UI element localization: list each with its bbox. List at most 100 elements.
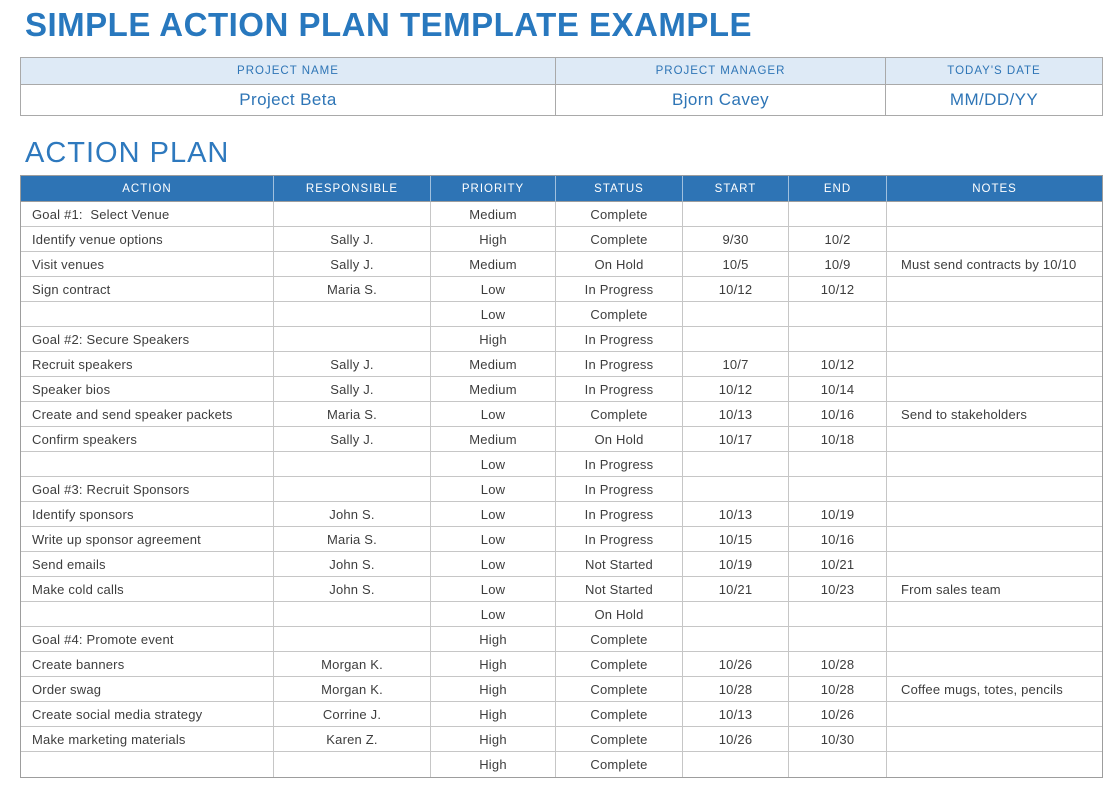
status-cell[interactable]: In Progress [556, 527, 683, 552]
priority-cell[interactable]: Medium [431, 352, 556, 377]
action-cell[interactable]: Goal #3: Recruit Sponsors [21, 477, 274, 502]
responsible-cell[interactable]: Maria S. [274, 277, 431, 302]
start-cell[interactable] [683, 202, 789, 227]
responsible-cell[interactable]: Sally J. [274, 252, 431, 277]
action-cell[interactable]: Send emails [21, 552, 274, 577]
end-cell[interactable]: 10/14 [789, 377, 887, 402]
start-cell[interactable]: 10/15 [683, 527, 789, 552]
responsible-cell[interactable] [274, 452, 431, 477]
responsible-cell[interactable] [274, 202, 431, 227]
notes-cell[interactable]: Send to stakeholders [887, 402, 1102, 427]
start-cell[interactable]: 10/17 [683, 427, 789, 452]
status-cell[interactable]: Complete [556, 727, 683, 752]
priority-cell[interactable]: Medium [431, 252, 556, 277]
end-cell[interactable] [789, 327, 887, 352]
end-cell[interactable]: 10/16 [789, 402, 887, 427]
notes-cell[interactable] [887, 227, 1102, 252]
status-cell[interactable]: Not Started [556, 577, 683, 602]
priority-cell[interactable]: High [431, 327, 556, 352]
notes-cell[interactable] [887, 552, 1102, 577]
priority-cell[interactable]: Low [431, 502, 556, 527]
notes-cell[interactable]: Must send contracts by 10/10 [887, 252, 1102, 277]
end-cell[interactable]: 10/21 [789, 552, 887, 577]
start-cell[interactable]: 10/12 [683, 377, 789, 402]
status-cell[interactable]: In Progress [556, 477, 683, 502]
end-cell[interactable] [789, 477, 887, 502]
priority-cell[interactable]: Low [431, 302, 556, 327]
action-cell[interactable]: Visit venues [21, 252, 274, 277]
start-cell[interactable] [683, 452, 789, 477]
status-cell[interactable]: On Hold [556, 602, 683, 627]
responsible-cell[interactable]: Maria S. [274, 402, 431, 427]
notes-cell[interactable] [887, 277, 1102, 302]
action-cell[interactable]: Speaker bios [21, 377, 274, 402]
action-cell[interactable]: Recruit speakers [21, 352, 274, 377]
end-cell[interactable] [789, 627, 887, 652]
responsible-cell[interactable]: Maria S. [274, 527, 431, 552]
priority-cell[interactable]: Low [431, 452, 556, 477]
priority-cell[interactable]: High [431, 627, 556, 652]
end-cell[interactable]: 10/23 [789, 577, 887, 602]
start-cell[interactable]: 10/19 [683, 552, 789, 577]
responsible-cell[interactable]: Morgan K. [274, 652, 431, 677]
responsible-cell[interactable]: John S. [274, 577, 431, 602]
start-cell[interactable] [683, 302, 789, 327]
priority-cell[interactable]: Low [431, 577, 556, 602]
responsible-cell[interactable]: Corrine J. [274, 702, 431, 727]
end-cell[interactable] [789, 452, 887, 477]
priority-cell[interactable]: Medium [431, 427, 556, 452]
status-cell[interactable]: In Progress [556, 327, 683, 352]
notes-cell[interactable] [887, 702, 1102, 727]
end-cell[interactable]: 10/30 [789, 727, 887, 752]
priority-cell[interactable]: Low [431, 552, 556, 577]
responsible-cell[interactable] [274, 327, 431, 352]
start-cell[interactable]: 10/13 [683, 502, 789, 527]
status-cell[interactable]: Complete [556, 402, 683, 427]
action-cell[interactable]: Make marketing materials [21, 727, 274, 752]
start-cell[interactable]: 9/30 [683, 227, 789, 252]
responsible-cell[interactable]: Sally J. [274, 427, 431, 452]
notes-cell[interactable] [887, 327, 1102, 352]
start-cell[interactable]: 10/7 [683, 352, 789, 377]
action-cell[interactable]: Sign contract [21, 277, 274, 302]
status-cell[interactable]: In Progress [556, 277, 683, 302]
notes-cell[interactable] [887, 477, 1102, 502]
responsible-cell[interactable]: Karen Z. [274, 727, 431, 752]
responsible-cell[interactable] [274, 752, 431, 777]
status-cell[interactable]: On Hold [556, 427, 683, 452]
action-cell[interactable]: Order swag [21, 677, 274, 702]
notes-cell[interactable] [887, 502, 1102, 527]
notes-cell[interactable] [887, 752, 1102, 777]
end-cell[interactable]: 10/28 [789, 677, 887, 702]
responsible-cell[interactable]: Morgan K. [274, 677, 431, 702]
notes-cell[interactable] [887, 427, 1102, 452]
start-cell[interactable]: 10/5 [683, 252, 789, 277]
start-cell[interactable] [683, 327, 789, 352]
project-name-value[interactable]: Project Beta [21, 85, 556, 115]
end-cell[interactable]: 10/18 [789, 427, 887, 452]
action-cell[interactable]: Write up sponsor agreement [21, 527, 274, 552]
end-cell[interactable]: 10/26 [789, 702, 887, 727]
start-cell[interactable] [683, 752, 789, 777]
action-cell[interactable]: Goal #2: Secure Speakers [21, 327, 274, 352]
responsible-cell[interactable] [274, 477, 431, 502]
status-cell[interactable]: Not Started [556, 552, 683, 577]
end-cell[interactable]: 10/2 [789, 227, 887, 252]
start-cell[interactable] [683, 602, 789, 627]
start-cell[interactable]: 10/12 [683, 277, 789, 302]
action-cell[interactable]: Confirm speakers [21, 427, 274, 452]
responsible-cell[interactable] [274, 302, 431, 327]
end-cell[interactable] [789, 202, 887, 227]
status-cell[interactable]: In Progress [556, 377, 683, 402]
priority-cell[interactable]: High [431, 677, 556, 702]
priority-cell[interactable]: High [431, 702, 556, 727]
action-cell[interactable]: Make cold calls [21, 577, 274, 602]
notes-cell[interactable] [887, 452, 1102, 477]
project-manager-value[interactable]: Bjorn Cavey [556, 85, 886, 115]
notes-cell[interactable] [887, 202, 1102, 227]
notes-cell[interactable]: From sales team [887, 577, 1102, 602]
action-cell[interactable]: Goal #4: Promote event [21, 627, 274, 652]
end-cell[interactable]: 10/12 [789, 277, 887, 302]
notes-cell[interactable] [887, 627, 1102, 652]
start-cell[interactable]: 10/13 [683, 702, 789, 727]
